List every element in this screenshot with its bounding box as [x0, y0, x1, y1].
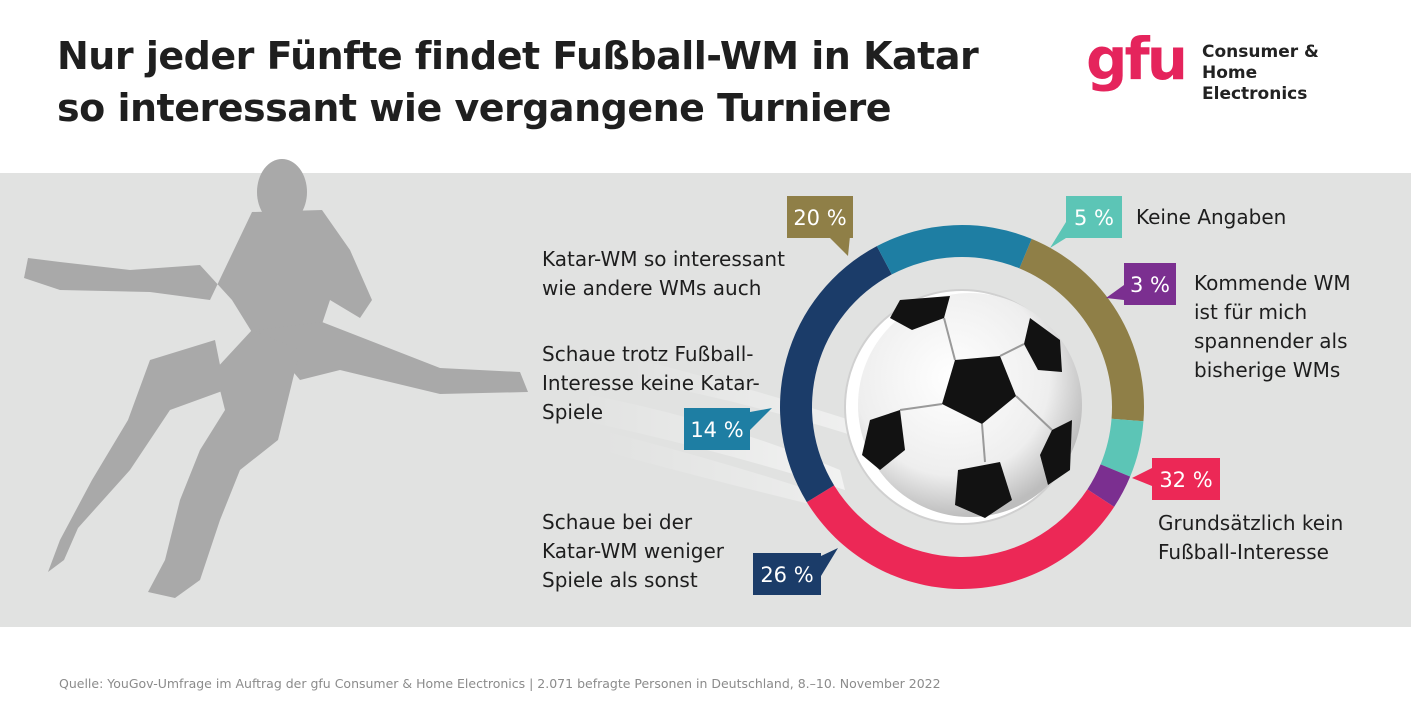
source-note: Quelle: YouGov-Umfrage im Auftrag der gf… [59, 676, 941, 691]
badge-keine-angaben: 5 % [1050, 196, 1122, 248]
pct-label-kommende: 3 % [1130, 273, 1170, 297]
slice-label-line: Katar-WM weniger [542, 539, 724, 563]
slice-label-keine-spiele: Schaue trotz Fußball- Interesse keine Ka… [542, 340, 760, 427]
badge-weniger: 26 % [753, 548, 838, 595]
slice-label-interessant: Katar-WM so interessant wie andere WMs a… [542, 245, 785, 303]
slice-label-line: ist für mich [1194, 300, 1308, 324]
donut-slice-weniger [780, 246, 892, 503]
pct-label-interessant: 20 % [793, 206, 846, 230]
pct-label-keine-angaben: 5 % [1074, 206, 1114, 230]
donut-slice-interessant [1019, 238, 1144, 422]
soccer-ball-icon [844, 289, 1082, 525]
slice-label-line: Katar-WM so interessant [542, 247, 785, 271]
slice-label-line: Interesse keine Katar- [542, 371, 760, 395]
slice-label-kommende: Kommende WM ist für mich spannender als … [1194, 269, 1351, 385]
pct-label-kein-interesse: 32 % [1159, 468, 1212, 492]
donut-slice-kein-interesse [806, 485, 1115, 589]
title-line-1: Nur jeder Fünfte findet Fußball-WM in Ka… [57, 34, 979, 78]
title-line-2: so interessant wie vergangene Turniere [57, 86, 892, 130]
slice-label-weniger: Schaue bei der Katar-WM weniger Spiele a… [542, 508, 724, 595]
pct-label-keine-spiele: 14 % [690, 418, 743, 442]
football-player-silhouette-icon [24, 159, 528, 598]
slice-label-keine-angaben: Keine Angaben [1136, 203, 1286, 232]
callout-badges: 20 % 5 % 3 % 32 % 26 % 14 % [684, 196, 1220, 595]
slice-label-line: Schaue bei der [542, 510, 693, 534]
donut-slice-keine-spiele [876, 224, 1032, 275]
slice-label-line: Keine Angaben [1136, 205, 1287, 229]
donut-slice-kommende [1087, 464, 1131, 507]
gfu-logo: gfu Consumer & Home Electronics [1086, 25, 1366, 104]
donut-slice-keine-angaben [1100, 418, 1144, 477]
slice-label-line: wie andere WMs auch [542, 276, 762, 300]
logo-text: Consumer & Home Electronics [1202, 42, 1366, 105]
slice-label-line: Grundsätzlich kein [1158, 511, 1344, 535]
slice-label-line: bisherige WMs [1194, 358, 1341, 382]
logo-text-line-2: Home Electronics [1202, 63, 1308, 104]
donut-chart [780, 224, 1144, 589]
slice-label-line: spannender als [1194, 329, 1348, 353]
logo-text-line-1: Consumer & [1202, 42, 1319, 62]
slice-label-line: Schaue trotz Fußball- [542, 342, 754, 366]
badge-kommende: 3 % [1106, 263, 1176, 305]
badge-keine-spiele: 14 % [684, 408, 772, 450]
slice-label-line: Spiele als sonst [542, 568, 698, 592]
pct-label-weniger: 26 % [760, 563, 813, 587]
logo-mark: gfu [1086, 25, 1188, 93]
badge-kein-interesse: 32 % [1132, 458, 1220, 500]
slice-label-line: Spiele [542, 400, 604, 424]
page-title: Nur jeder Fünfte findet Fußball-WM in Ka… [57, 30, 979, 134]
slice-label-line: Fußball-Interesse [1158, 540, 1329, 564]
badge-interessant: 20 % [787, 196, 853, 256]
slice-label-kein-interesse: Grundsätzlich kein Fußball-Interesse [1158, 509, 1343, 567]
slice-label-line: Kommende WM [1194, 271, 1351, 295]
